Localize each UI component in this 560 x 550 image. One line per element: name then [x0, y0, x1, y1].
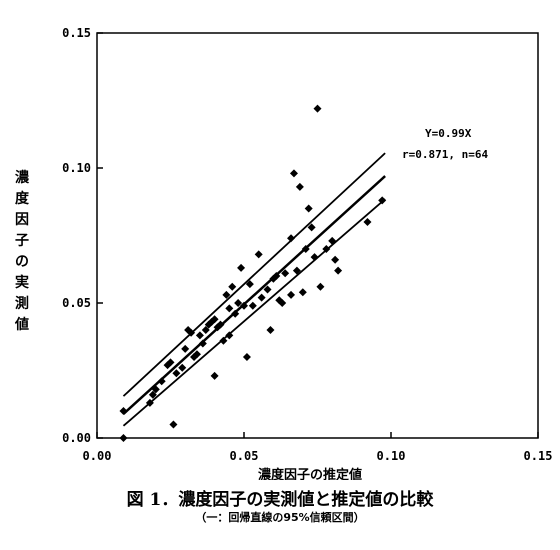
data-point [166, 358, 175, 367]
annotation-stats: r=0.871, n=64 [402, 148, 488, 161]
data-point [322, 245, 331, 253]
data-point [178, 363, 187, 372]
data-point [334, 266, 343, 275]
data-point [331, 255, 340, 264]
data-point [119, 434, 128, 442]
y-tick-label: 0.10 [62, 161, 91, 175]
data-points [119, 104, 387, 442]
data-point [119, 407, 128, 415]
data-point [228, 282, 237, 291]
data-point [254, 250, 263, 259]
data-point [363, 218, 372, 226]
data-point [172, 369, 181, 378]
regression-lines [122, 152, 386, 427]
y-axis-label-char: 子 [15, 233, 29, 249]
data-point [201, 326, 210, 334]
data-point [234, 299, 243, 307]
scatter-chart: 0.00 0.05 0.10 0.15 0.00 0.05 0.10 0.15 Y=0.99X… [14, 26, 552, 480]
data-point [198, 339, 207, 348]
data-point [295, 182, 304, 191]
data-point [225, 331, 234, 340]
data-point [287, 234, 296, 243]
plot-frame [96, 32, 539, 439]
y-tick-label: 0.00 [62, 431, 91, 445]
y-axis-label-char: 度 [15, 190, 30, 207]
data-point [313, 104, 322, 113]
x-axis-label: 濃度因子の推定値 [258, 467, 362, 480]
data-point [248, 301, 257, 310]
confidence-upper-line [122, 152, 386, 397]
figure-caption: 図 1．濃度因子の実測値と推定値の比較 [126, 490, 434, 510]
x-tick-label: 0.00 [83, 449, 112, 463]
data-point [181, 344, 190, 353]
y-axis-label-char: 濃 [15, 169, 30, 186]
data-point [272, 272, 281, 280]
data-point [245, 280, 254, 289]
data-point [192, 350, 201, 359]
y-axis-label-char: 因 [15, 212, 29, 228]
axis-ticks: 0.00 0.05 0.10 0.15 0.00 0.05 0.10 0.15 [62, 26, 552, 463]
data-point [216, 320, 225, 329]
data-point [237, 263, 246, 272]
data-point [195, 331, 204, 340]
y-tick-label: 0.15 [62, 26, 91, 40]
data-point [316, 282, 325, 291]
y-axis-label-char: 実 [15, 274, 29, 291]
data-point [210, 315, 219, 324]
annotation-equation: Y=0.99X [425, 127, 472, 140]
data-point [225, 304, 234, 313]
confidence-lower-line [122, 198, 386, 427]
y-axis-label-char: 測 [15, 295, 29, 312]
data-point [231, 309, 240, 318]
data-point [263, 285, 272, 294]
data-point [298, 288, 307, 297]
y-axis-label-char: の [15, 254, 29, 270]
data-point [378, 196, 387, 205]
data-point [219, 336, 228, 345]
data-point [148, 390, 157, 399]
x-tick-label: 0.15 [524, 449, 553, 463]
data-point [281, 269, 290, 278]
data-point [187, 328, 196, 337]
data-point [301, 245, 310, 253]
x-tick-label: 0.05 [230, 449, 259, 463]
data-point [328, 236, 337, 245]
data-point [310, 253, 319, 262]
data-point [157, 377, 166, 386]
data-point [242, 353, 251, 361]
data-point [257, 293, 266, 302]
x-tick-label: 0.10 [377, 449, 406, 463]
data-point [266, 326, 275, 334]
data-point [145, 398, 154, 407]
data-point [304, 204, 313, 213]
data-point [222, 290, 231, 299]
data-point [210, 371, 219, 380]
data-point [307, 223, 316, 232]
data-point [240, 301, 248, 310]
data-point [169, 420, 178, 429]
data-point [278, 299, 287, 307]
y-tick-label: 0.05 [62, 296, 91, 310]
data-point [289, 169, 298, 178]
data-point [151, 385, 160, 394]
data-point [287, 290, 296, 299]
y-axis-label: 濃度因子の実測値 [14, 169, 30, 333]
y-axis-label-char: 値 [14, 316, 29, 333]
regression-line [122, 175, 386, 415]
data-point [292, 266, 301, 275]
figure-subcaption: （一：回帰直線の95%信頼区間） [195, 511, 365, 524]
